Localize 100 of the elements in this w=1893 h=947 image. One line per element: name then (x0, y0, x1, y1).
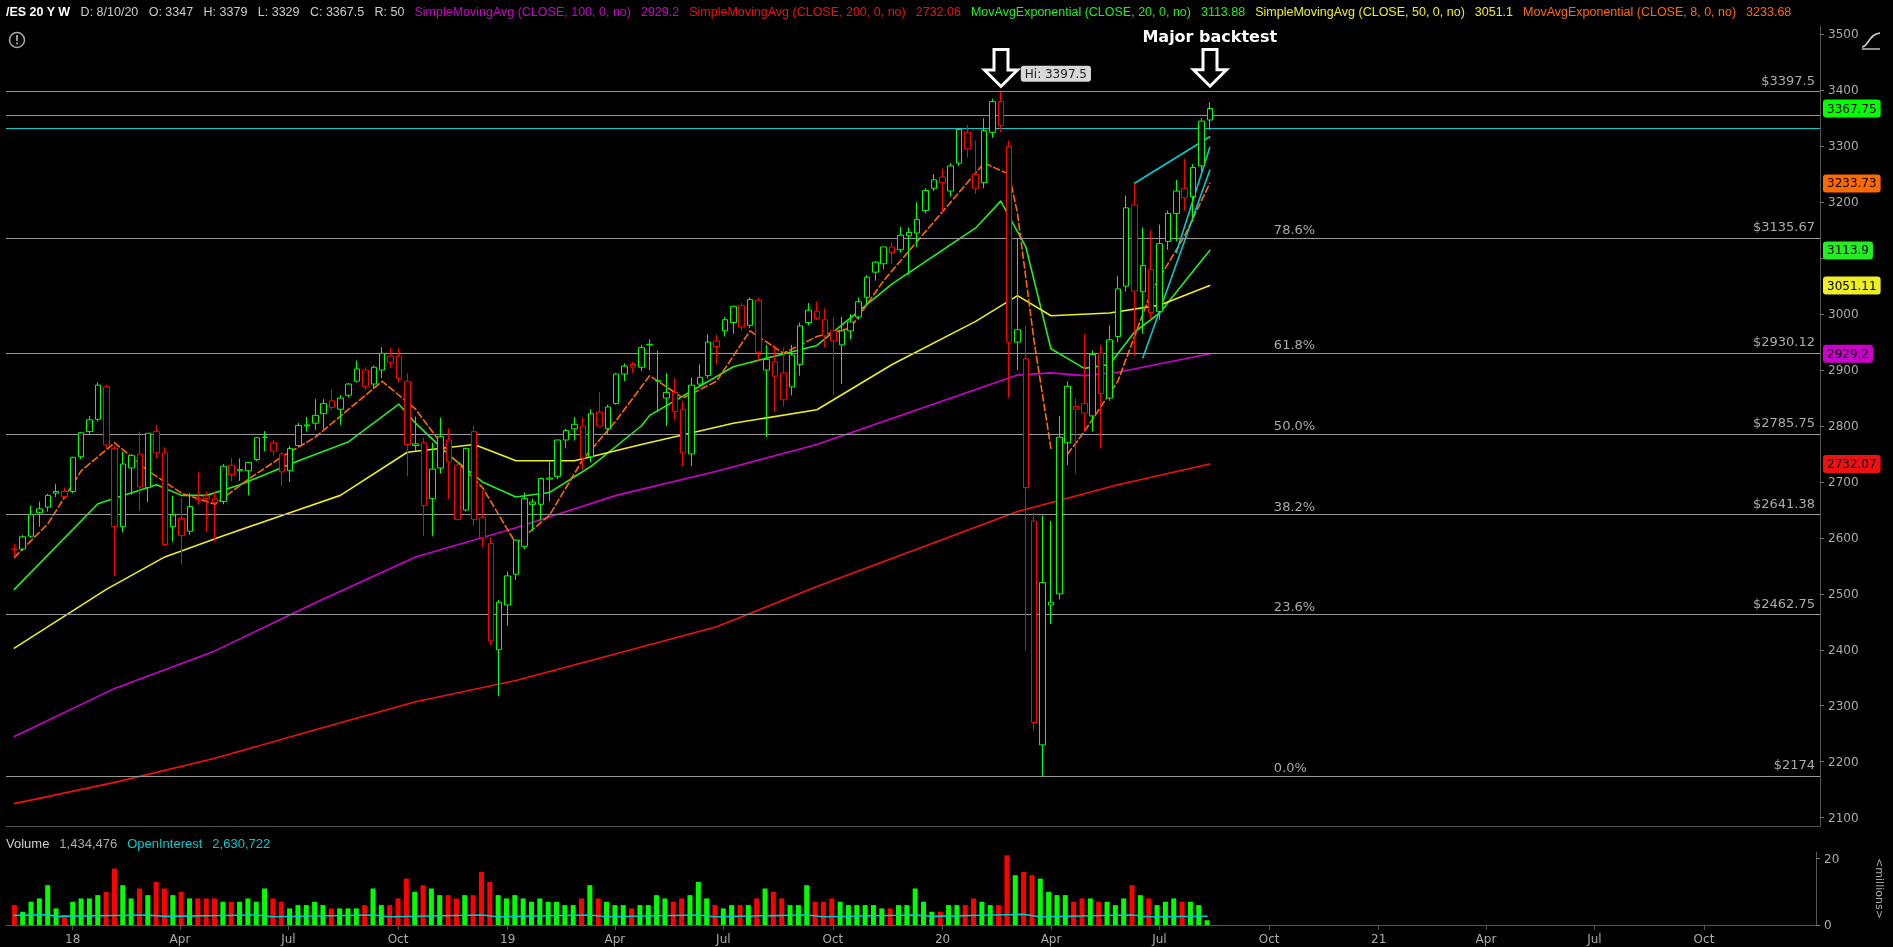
bar (1004, 855, 1010, 925)
bar (1012, 875, 1018, 925)
candlestick (287, 445, 293, 483)
candlestick (345, 382, 352, 398)
candlestick (697, 363, 703, 388)
candlestick (120, 451, 126, 533)
bar (345, 908, 351, 925)
candlestick (1115, 275, 1121, 343)
candlestick (1039, 515, 1046, 777)
candlestick (588, 408, 594, 463)
candlestick (137, 431, 143, 512)
text: 3233.68 (1746, 4, 1792, 19)
y-tick-label: 2200 (1828, 754, 1859, 769)
bar (445, 895, 451, 925)
candlestick (312, 398, 319, 431)
bar (1037, 878, 1043, 925)
candlestick (972, 140, 979, 195)
candlestick (705, 333, 711, 379)
bar (879, 908, 885, 925)
text: 2929.2 (1827, 346, 1869, 361)
y-tick-label: 2400 (1828, 642, 1859, 657)
candlestick (320, 398, 327, 430)
candlestick (621, 362, 628, 382)
candlestick (655, 349, 661, 413)
candlestick (145, 432, 151, 503)
candlestick (1006, 140, 1012, 399)
candlestick (162, 446, 168, 547)
bar (1179, 901, 1185, 925)
x-tick-label: Oct (822, 932, 844, 946)
bar (220, 901, 226, 925)
candlestick (254, 436, 260, 462)
candlestick (212, 490, 218, 542)
bar (1121, 898, 1127, 925)
bar (1054, 895, 1060, 925)
text: 2732.06 (915, 4, 961, 19)
candlestick (814, 301, 820, 321)
candlestick (897, 226, 904, 254)
text: MovAvgExponential (CLOSE, 20, 0, no) (970, 4, 1191, 19)
bar (212, 898, 218, 925)
bar (637, 905, 643, 925)
bar (979, 901, 985, 925)
x-tick-label: Jul (715, 932, 731, 946)
bar (70, 901, 76, 925)
candlestick (1098, 344, 1104, 449)
candlestick (304, 416, 310, 433)
candlestick (111, 444, 118, 577)
chart-title: /ES 20 Y W (6, 4, 71, 19)
candlestick (1131, 183, 1138, 357)
bar (812, 901, 818, 925)
bar (921, 901, 927, 925)
candlestick (638, 344, 645, 372)
x-tick-label: 18 (65, 932, 81, 946)
x-tick-label: 20 (934, 932, 951, 946)
x-tick-label: Oct (1258, 932, 1280, 946)
bar (437, 895, 443, 925)
candlestick (922, 187, 929, 214)
line-series (13, 284, 1211, 649)
candlestick (538, 476, 544, 522)
text: SimpleMovingAvg (CLOSE, 100, 0, no) (414, 4, 631, 19)
bar (170, 895, 176, 925)
bar (862, 905, 868, 925)
bar (195, 898, 201, 925)
bar (645, 905, 651, 925)
y-tick-label: 2600 (1828, 530, 1859, 545)
candlestick (1190, 163, 1196, 223)
bar (1187, 901, 1193, 925)
candlestick (421, 436, 427, 537)
bar (1137, 895, 1143, 925)
bar (854, 905, 860, 925)
candlestick (571, 416, 578, 442)
candlestick (847, 313, 854, 340)
y-tick-label: 3300 (1828, 139, 1859, 154)
y-tick-label: 3200 (1828, 195, 1859, 210)
bar (462, 895, 468, 925)
x-tick-label: Oct (387, 932, 409, 946)
candlestick (279, 451, 285, 487)
bar (495, 895, 501, 925)
bar (320, 905, 326, 925)
text: 3113.9 (1827, 243, 1869, 258)
candlestick (329, 389, 335, 411)
candlestick (153, 424, 160, 459)
text: MovAvgExponential (CLOSE, 8, 0, no) (1523, 4, 1737, 19)
candlestick (864, 274, 870, 307)
candlestick (596, 391, 603, 427)
bar (53, 908, 59, 925)
candlestick (463, 447, 469, 513)
bar (337, 908, 343, 925)
candlestick (387, 347, 394, 369)
x-tick-label: Apr (604, 932, 626, 946)
y-tick-label: 2500 (1828, 586, 1859, 601)
candlestick (672, 377, 678, 421)
bar (987, 905, 993, 925)
bar (829, 898, 835, 925)
candlestick (981, 117, 987, 189)
candlestick (722, 316, 728, 337)
candlestick (513, 539, 519, 581)
bar (912, 888, 918, 925)
bar (1071, 901, 1077, 925)
bar (237, 901, 243, 925)
bar (1104, 901, 1110, 925)
